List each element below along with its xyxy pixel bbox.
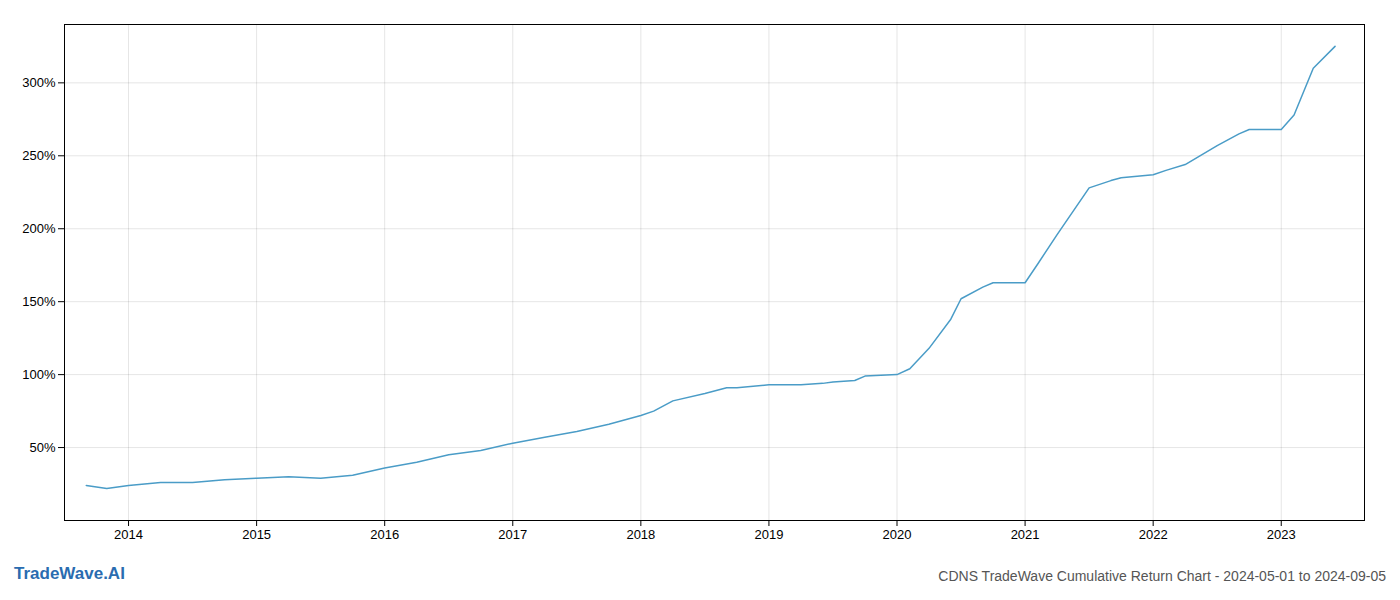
svg-text:2021: 2021: [1011, 527, 1040, 542]
svg-text:2014: 2014: [114, 527, 143, 542]
svg-text:200%: 200%: [22, 221, 56, 236]
svg-text:2019: 2019: [754, 527, 783, 542]
html-text:TradeWave.AI: TradeWave.AI: [14, 564, 125, 583]
html-text:CDNS TradeWave Cumulative Retu: CDNS TradeWave Cumulative Return Chart -…: [938, 568, 1386, 584]
svg-text:2017: 2017: [498, 527, 527, 542]
svg-text:300%: 300%: [22, 75, 56, 90]
svg-text:250%: 250%: [22, 148, 56, 163]
svg-text:50%: 50%: [29, 440, 55, 455]
svg-text:2022: 2022: [1139, 527, 1168, 542]
svg-text:100%: 100%: [22, 367, 56, 382]
svg-text:2023: 2023: [1267, 527, 1296, 542]
svg-text:150%: 150%: [22, 294, 56, 309]
svg-text:2015: 2015: [242, 527, 271, 542]
svg-text:2020: 2020: [883, 527, 912, 542]
svg-text:2018: 2018: [626, 527, 655, 542]
svg-text:2016: 2016: [370, 527, 399, 542]
